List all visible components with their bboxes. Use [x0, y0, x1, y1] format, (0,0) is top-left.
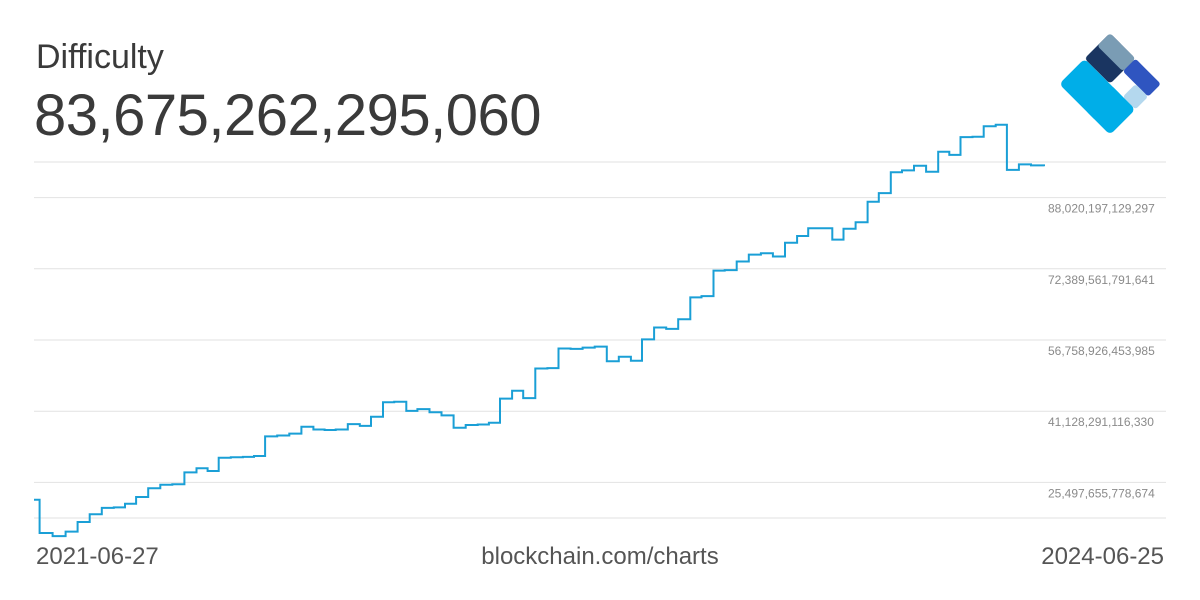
- logo-tile-rightcorner: [1123, 85, 1147, 109]
- source-link[interactable]: blockchain.com/charts: [481, 543, 719, 570]
- logo-tile-right: [1123, 59, 1160, 96]
- y-tick-label: 56,758,926,453,985: [1048, 344, 1155, 358]
- difficulty-series-line: [34, 123, 1045, 538]
- logo-tile-topcorner: [1098, 34, 1135, 71]
- blockchain-logo-icon[interactable]: [1056, 30, 1164, 138]
- y-tick-label: 41,128,291,116,330: [1048, 415, 1154, 429]
- grid-lines: [34, 161, 1166, 519]
- x-axis-end-date: 2024-06-25: [1041, 543, 1164, 570]
- logo-tile-bottom-right: [1086, 86, 1134, 133]
- y-tick-label: 88,020,197,129,297: [1048, 202, 1155, 216]
- y-tick-label: 72,389,561,791,641: [1048, 273, 1155, 287]
- y-axis-tick-labels: 25,497,655,778,674 41,128,291,116,330 56,7…: [1048, 202, 1155, 501]
- current-difficulty-value: 83,675,262,295,060: [34, 83, 542, 148]
- series-line-group: [34, 123, 1045, 538]
- x-axis-start-date: 2021-06-27: [36, 543, 159, 570]
- chart-title: Difficulty: [36, 38, 164, 76]
- y-tick-label: 25,497,655,778,674: [1048, 486, 1155, 500]
